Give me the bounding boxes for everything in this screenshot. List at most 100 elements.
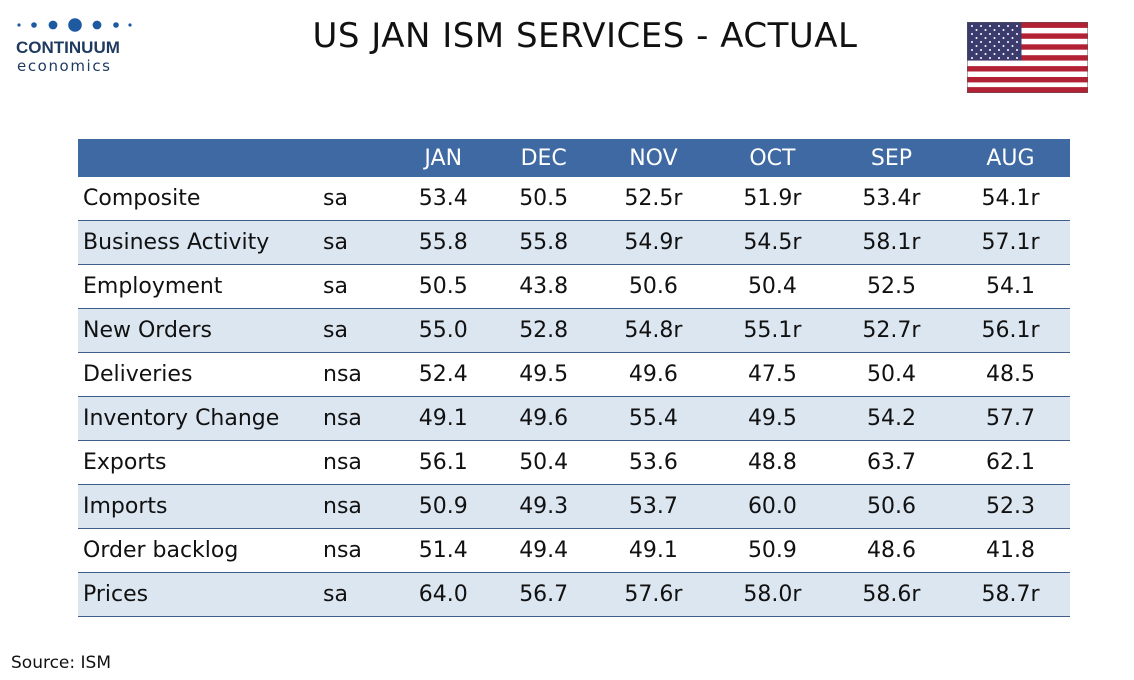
table-header-row: JAN DEC NOV OCT SEP AUG — [78, 139, 1070, 177]
row-adjustment: sa — [318, 308, 393, 353]
row-adjustment: nsa — [318, 396, 393, 441]
row-label: New Orders — [78, 308, 318, 353]
table-cell: 54.1 — [950, 264, 1070, 309]
table-cell: 49.4 — [493, 528, 594, 573]
row-label: Exports — [78, 440, 318, 485]
header-blank-label — [78, 139, 318, 177]
table-cell: 50.9 — [712, 528, 832, 573]
table-cell: 54.9r — [593, 220, 713, 265]
column-header: AUG — [950, 139, 1070, 177]
row-adjustment: nsa — [318, 528, 393, 573]
table-cell: 63.7 — [831, 440, 951, 485]
us-flag-icon — [967, 22, 1088, 93]
table-cell: 50.9 — [393, 484, 494, 529]
table-row: Business Activity sa 55.8 55.8 54.9r 54.5r 58.… — [78, 220, 1070, 265]
row-label: Prices — [78, 572, 318, 617]
header-blank-adj — [318, 139, 393, 177]
table-cell: 51.4 — [393, 528, 494, 573]
table-cell: 58.6r — [831, 572, 951, 617]
table-cell: 57.1r — [950, 220, 1070, 265]
row-adjustment: sa — [318, 177, 393, 221]
table-cell: 53.4r — [831, 177, 951, 221]
table-cell: 50.4 — [831, 352, 951, 397]
table-cell: 58.1r — [831, 220, 951, 265]
table-row: New Orders sa 55.0 52.8 54.8r 55.1r 52.7r 56.1r — [78, 308, 1070, 353]
table-cell: 62.1 — [950, 440, 1070, 485]
table-cell: 49.1 — [393, 396, 494, 441]
table-cell: 60.0 — [712, 484, 832, 529]
logo-name: CONTINUUM — [16, 38, 120, 57]
table-cell: 56.1r — [950, 308, 1070, 353]
table-cell: 55.0 — [393, 308, 494, 353]
table-cell: 57.6r — [593, 572, 713, 617]
table-cell: 56.1 — [393, 440, 494, 485]
table-cell: 43.8 — [493, 264, 594, 309]
table-cell: 56.7 — [493, 572, 594, 617]
table-cell: 54.2 — [831, 396, 951, 441]
column-header: NOV — [593, 139, 713, 177]
table-cell: 55.8 — [393, 220, 494, 265]
table-row: Inventory Change nsa 49.1 49.6 55.4 49.5 54.2 5… — [78, 396, 1070, 441]
row-label: Composite — [78, 177, 318, 221]
table-cell: 64.0 — [393, 572, 494, 617]
table-cell: 52.5r — [593, 177, 713, 221]
table-cell: 52.5 — [831, 264, 951, 309]
row-adjustment: sa — [318, 572, 393, 617]
row-label: Inventory Change — [78, 396, 318, 441]
table-cell: 49.5 — [493, 352, 594, 397]
table-cell: 50.5 — [393, 264, 494, 309]
table-cell: 55.1r — [712, 308, 832, 353]
row-adjustment: sa — [318, 220, 393, 265]
row-adjustment: nsa — [318, 352, 393, 397]
table-cell: 54.8r — [593, 308, 713, 353]
column-header: DEC — [493, 139, 594, 177]
table-cell: 58.7r — [950, 572, 1070, 617]
table-cell: 48.8 — [712, 440, 832, 485]
table-cell: 50.6 — [831, 484, 951, 529]
table-cell: 50.6 — [593, 264, 713, 309]
table-row: Exports nsa 56.1 50.4 53.6 48.8 63.7 62.1 — [78, 440, 1070, 485]
row-adjustment: sa — [318, 264, 393, 309]
logo-subtitle: economics — [17, 57, 112, 75]
page-title: US JAN ISM SERVICES - ACTUAL — [312, 16, 858, 56]
table-row: Imports nsa 50.9 49.3 53.7 60.0 50.6 52.3 — [78, 484, 1070, 529]
table-row: Deliveries nsa 52.4 49.5 49.6 47.5 50.4 48.5 — [78, 352, 1070, 397]
table-cell: 49.5 — [712, 396, 832, 441]
source-note: Source: ISM — [11, 653, 111, 673]
table-row: Order backlog nsa 51.4 49.4 49.1 50.9 48.6 41.8 — [78, 528, 1070, 573]
table-cell: 51.9r — [712, 177, 832, 221]
table-cell: 48.6 — [831, 528, 951, 573]
table-cell: 57.7 — [950, 396, 1070, 441]
table-row: Composite sa 53.4 50.5 52.5r 51.9r 53.4r 54.1r — [78, 177, 1070, 221]
table-cell: 55.4 — [593, 396, 713, 441]
table-cell: 52.3 — [950, 484, 1070, 529]
column-header: OCT — [712, 139, 832, 177]
table-row: Employment sa 50.5 43.8 50.6 50.4 52.5 54.1 — [78, 264, 1070, 309]
table-cell: 50.4 — [712, 264, 832, 309]
table-cell: 53.4 — [393, 177, 494, 221]
table-cell: 54.1r — [950, 177, 1070, 221]
table-cell: 48.5 — [950, 352, 1070, 397]
continuum-logo: CONTINUUM economics — [14, 14, 138, 76]
table-cell: 50.5 — [493, 177, 594, 221]
row-label: Imports — [78, 484, 318, 529]
table-row: Prices sa 64.0 56.7 57.6r 58.0r 58.6r 58.7r — [78, 572, 1070, 617]
table-cell: 49.6 — [593, 352, 713, 397]
row-label: Employment — [78, 264, 318, 309]
column-header: JAN — [393, 139, 494, 177]
table-cell: 52.8 — [493, 308, 594, 353]
table-cell: 58.0r — [712, 572, 832, 617]
table-cell: 49.6 — [493, 396, 594, 441]
row-label: Deliveries — [78, 352, 318, 397]
table-cell: 41.8 — [950, 528, 1070, 573]
table-cell: 53.7 — [593, 484, 713, 529]
table-cell: 47.5 — [712, 352, 832, 397]
table-cell: 50.4 — [493, 440, 594, 485]
row-adjustment: nsa — [318, 440, 393, 485]
table-cell: 54.5r — [712, 220, 832, 265]
table-cell: 52.7r — [831, 308, 951, 353]
table-cell: 53.6 — [593, 440, 713, 485]
ism-table: JAN DEC NOV OCT SEP AUG Composite sa 53.4 5… — [78, 139, 1070, 617]
row-label: Order backlog — [78, 528, 318, 573]
dots-logo-icon — [17, 18, 132, 32]
